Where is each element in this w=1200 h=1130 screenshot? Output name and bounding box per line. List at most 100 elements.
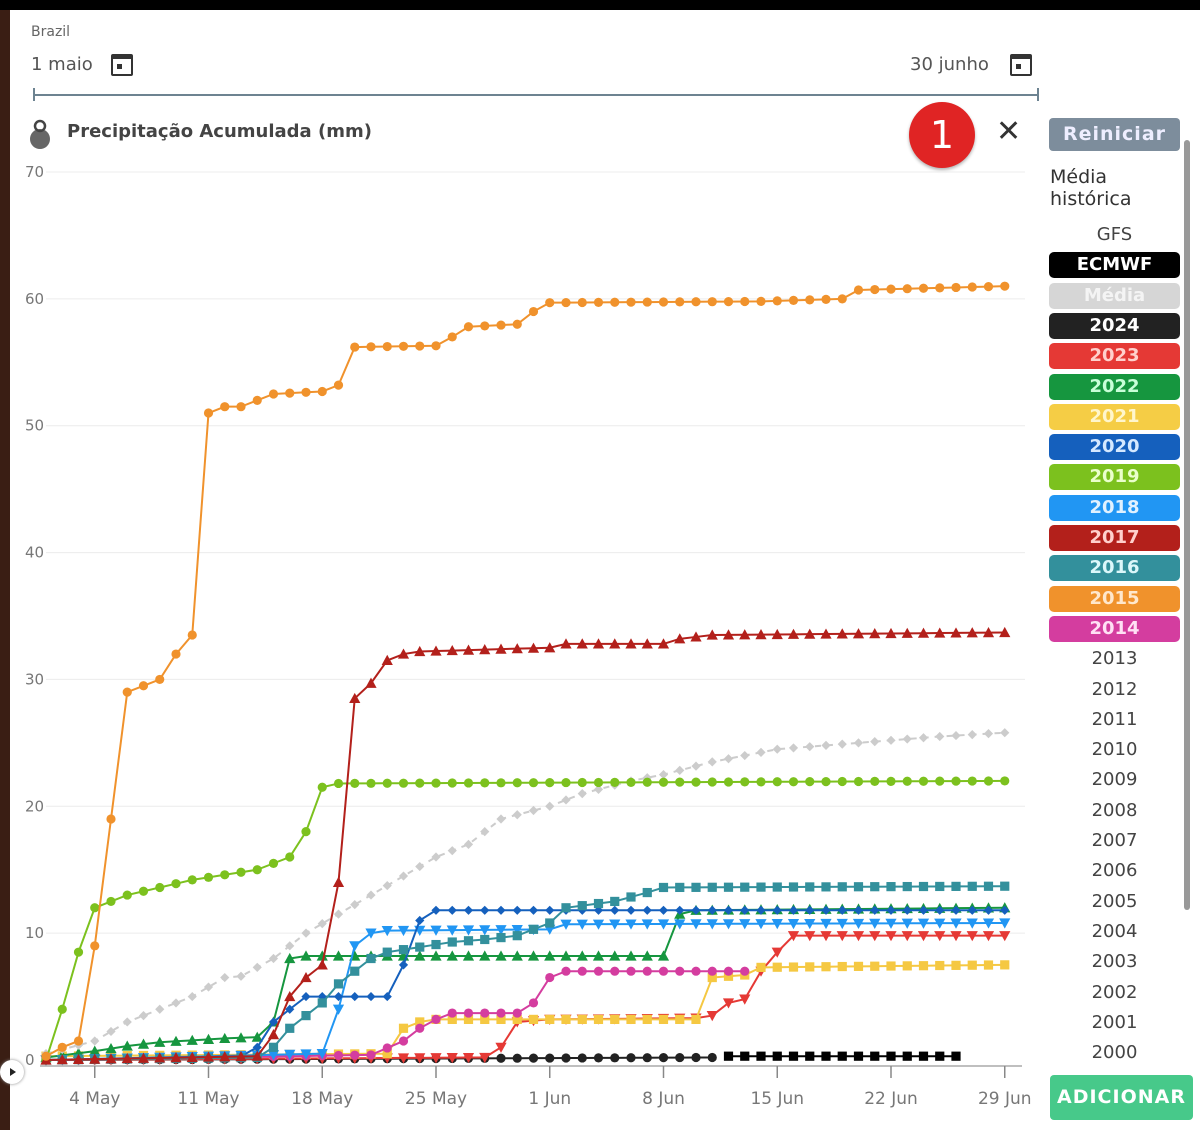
legend-item-mdia[interactable]: Média [1049, 282, 1180, 309]
data-point-2016 [902, 881, 912, 892]
legend-item-2012[interactable]: 2012 [1091, 678, 1138, 700]
data-point-2017 [511, 643, 523, 654]
data-point-2024 [561, 1053, 571, 1063]
data-point-ecmwf [723, 1051, 734, 1061]
legend-item-2008[interactable]: 2008 [1091, 799, 1138, 821]
data-point-2019 [106, 896, 116, 907]
data-point-2017 [202, 1051, 215, 1062]
reset-button[interactable]: Reiniciar [1049, 118, 1180, 151]
legend-item-2022[interactable]: 2022 [1049, 373, 1180, 400]
data-point-mdia [528, 805, 539, 816]
data-point-2018 [657, 919, 670, 930]
data-point-2015 [398, 341, 409, 351]
legend-item-2024[interactable]: 2024 [1049, 312, 1180, 339]
data-point-2021 [593, 1014, 604, 1025]
data-point-mdia [415, 861, 425, 872]
data-point-2018 [722, 919, 735, 930]
start-date[interactable]: 1 maio [31, 54, 93, 75]
data-point-2021 [691, 1014, 701, 1025]
data-point-2021 [512, 1014, 522, 1025]
data-point-2022 [332, 950, 345, 961]
data-point-2019 [528, 778, 539, 788]
calendar-icon[interactable] [1010, 54, 1032, 76]
legend-item-2013[interactable]: 2013 [1091, 648, 1138, 670]
legend-item-2023[interactable]: 2023 [1049, 343, 1180, 370]
legend-item-2006[interactable]: 2006 [1091, 860, 1138, 882]
data-point-2016 [610, 896, 620, 907]
data-point-2023 [917, 931, 930, 942]
legend-item-gfs[interactable]: GFS [1096, 224, 1133, 245]
data-point-2019 [756, 777, 766, 787]
legend-item-2021[interactable]: 2021 [1049, 403, 1180, 430]
data-point-2018 [446, 925, 458, 936]
legend-item-2015[interactable]: 2015 [1049, 585, 1180, 612]
data-point-2024 [577, 1053, 587, 1063]
add-button[interactable]: ADICIONAR [1050, 1075, 1193, 1120]
legend-item-2007[interactable]: 2007 [1091, 830, 1138, 851]
legend-item-2004[interactable]: 2004 [1091, 920, 1138, 942]
data-point-mdia [171, 998, 181, 1008]
data-point-2015 [593, 297, 604, 307]
data-point-2017 [219, 1051, 231, 1062]
data-point-2016 [723, 882, 734, 892]
end-date[interactable]: 30 junho [910, 54, 989, 75]
data-point-2014 [642, 966, 652, 976]
legend-item-2000[interactable]: 2000 [1091, 1042, 1138, 1064]
data-point-2019 [268, 858, 279, 868]
data-point-2016 [1000, 881, 1010, 891]
data-point-2019 [967, 776, 977, 786]
data-point-2019 [73, 947, 84, 957]
data-point-2018 [820, 918, 832, 930]
data-point-2019 [431, 778, 441, 788]
data-point-2015 [236, 402, 246, 412]
data-point-2016 [545, 918, 555, 928]
data-point-mdia [561, 795, 571, 805]
legend-item-2011[interactable]: 2011 [1091, 708, 1138, 730]
legend-item-2005[interactable]: 2005 [1091, 890, 1138, 912]
data-point-2019 [642, 777, 652, 787]
data-point-ecmwf [935, 1051, 945, 1061]
legend-item-2002[interactable]: 2002 [1091, 981, 1138, 1003]
data-point-2015 [870, 284, 880, 295]
data-point-2023 [771, 947, 783, 958]
expand-button[interactable] [0, 1060, 24, 1084]
x-tick-label: 15 Jun [750, 1089, 804, 1109]
notification-badge[interactable]: 1 [909, 102, 975, 168]
data-point-2023 [982, 931, 995, 942]
data-point-2014 [723, 966, 734, 976]
close-icon[interactable]: ✕ [996, 114, 1022, 149]
calendar-icon[interactable] [111, 54, 133, 76]
legend-item-ecmwf[interactable]: ECMWF [1049, 252, 1180, 279]
data-point-mdia [821, 740, 831, 750]
legend-item-2017[interactable]: 2017 [1049, 525, 1180, 551]
legend-item-2003[interactable]: 2003 [1091, 951, 1138, 973]
data-point-mdia [772, 744, 782, 754]
data-point-2014 [626, 966, 636, 976]
data-point-2014 [561, 966, 571, 976]
data-point-2020 [285, 1004, 295, 1014]
data-point-2019 [935, 776, 945, 786]
data-point-2015 [122, 687, 132, 697]
data-point-mdia [366, 890, 376, 900]
legend-item-2009[interactable]: 2009 [1091, 769, 1138, 791]
legend-item-2014[interactable]: 2014 [1049, 615, 1180, 642]
legend-item-2018[interactable]: 2018 [1049, 494, 1180, 521]
legend-item-2010[interactable]: 2010 [1091, 739, 1138, 761]
legend-item-2019[interactable]: 2019 [1049, 464, 1180, 491]
date-range-slider[interactable] [33, 89, 1039, 100]
data-point-2020 [821, 905, 831, 915]
data-point-ecmwf [837, 1051, 847, 1061]
data-point-2022 [202, 1033, 215, 1044]
data-point-mdia [350, 900, 360, 910]
data-point-2019 [285, 852, 295, 862]
data-point-2020 [463, 905, 474, 915]
legend-item-2020[interactable]: 2020 [1049, 434, 1180, 461]
legend-item-2001[interactable]: 2001 [1091, 1011, 1138, 1033]
data-point-ecmwf [772, 1051, 782, 1061]
data-point-2015 [431, 341, 441, 351]
data-point-2021 [707, 972, 717, 983]
legend-scrollbar[interactable] [1184, 140, 1190, 910]
data-point-mdia [740, 750, 750, 761]
data-point-2018 [901, 918, 913, 929]
legend-item-2016[interactable]: 2016 [1049, 555, 1180, 582]
